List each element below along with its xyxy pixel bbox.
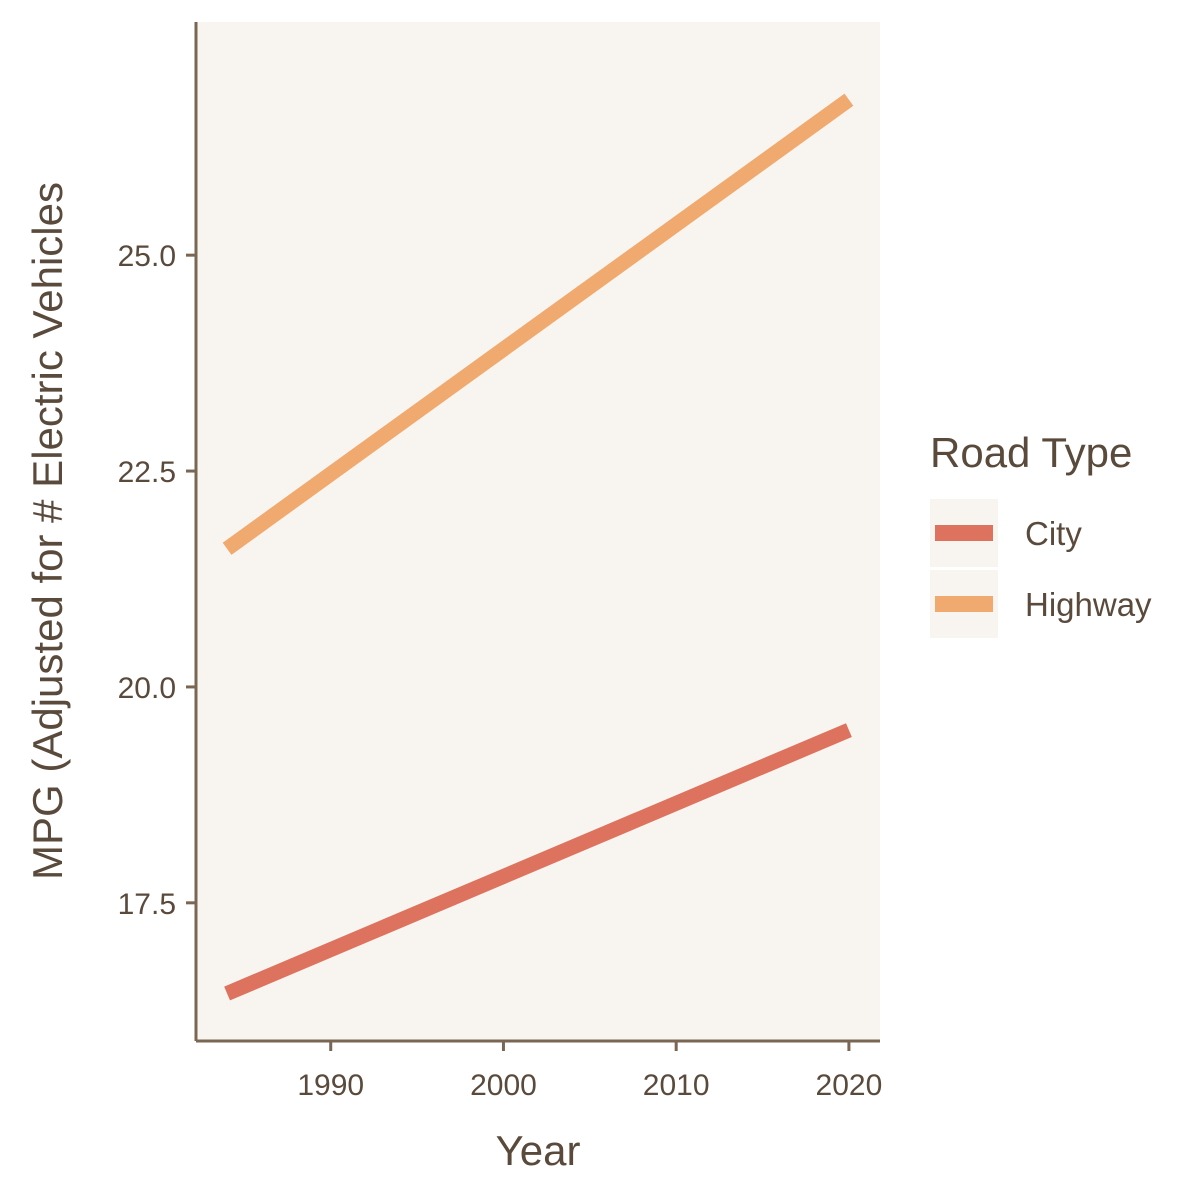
y-tick-label: 25.0 <box>118 240 176 273</box>
legend-label-highway: Highway <box>1025 586 1152 623</box>
x-tick-label: 2020 <box>816 1069 883 1102</box>
series-layer <box>222 93 854 1001</box>
legend-label-city: City <box>1025 515 1082 552</box>
y-tick-label: 17.5 <box>118 888 176 921</box>
series-line-highway <box>222 93 854 555</box>
x-axis-title: Year <box>496 1127 581 1174</box>
x-tick-label: 1990 <box>297 1069 364 1102</box>
legend: Road Type City Highway <box>930 429 1152 638</box>
plot-panel <box>196 22 880 1041</box>
y-tick-label: 22.5 <box>118 456 176 489</box>
y-axis-ticks: 17.5 20.0 22.5 25.0 <box>118 240 196 921</box>
y-tick-label: 20.0 <box>118 672 176 705</box>
y-axis-title: MPG (Adjusted for # Electric Vehicles <box>24 182 71 880</box>
series-line-city <box>224 723 852 1001</box>
legend-title: Road Type <box>930 429 1132 476</box>
legend-key-city <box>935 525 993 541</box>
legend-key-highway <box>935 596 993 612</box>
x-axis-ticks: 1990 2000 2010 2020 <box>297 1041 882 1102</box>
x-tick-label: 2000 <box>470 1069 537 1102</box>
x-tick-label: 2010 <box>643 1069 710 1102</box>
legend-items: City Highway <box>930 499 1152 638</box>
